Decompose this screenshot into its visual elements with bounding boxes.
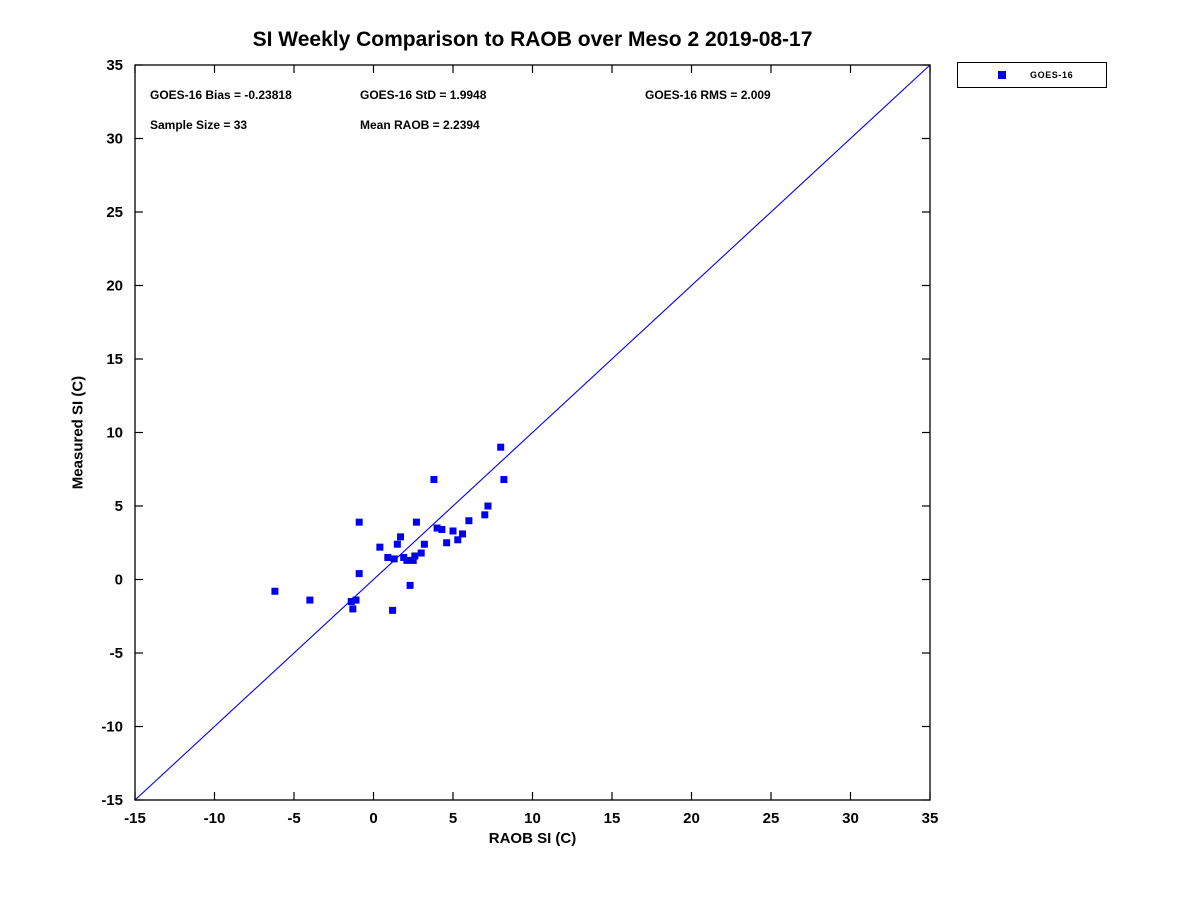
scatter-point [481,511,489,519]
scatter-point [409,556,417,564]
scatter-point [438,526,446,534]
scatter-point [384,553,392,561]
legend: GOES-16 [957,62,1107,88]
y-tick-label: 15 [106,351,123,368]
y-tick-label: 0 [115,572,123,589]
scatter-point [465,517,473,525]
y-tick-label: 10 [106,425,123,442]
x-tick-label: 35 [922,810,939,827]
x-tick-label: 30 [842,810,859,827]
y-axis-label: Measured SI (C) [69,375,87,490]
x-tick-label: 5 [449,810,457,827]
y-tick-label: 20 [106,278,123,295]
scatter-point [412,518,420,526]
scatter-point [449,527,457,535]
y-tick-label: 30 [106,131,123,148]
scatter-point [459,530,467,538]
scatter-point [355,570,363,578]
scatter-point [403,556,411,564]
x-axis-label: RAOB SI (C) [488,830,577,847]
scatter-point [411,552,419,560]
scatter-point [271,587,279,595]
y-tick-label: -15 [101,792,123,809]
scatter-point [355,518,363,526]
y-tick-label: 25 [106,204,123,221]
x-tick-label: 20 [683,810,700,827]
x-tick-label: -5 [287,810,300,827]
scatter-point [390,555,398,563]
scatter-point [430,476,438,484]
stat-std: GOES-16 StD = 1.9948 [360,88,487,102]
stat-mean-raob: Mean RAOB = 2.2394 [360,118,480,132]
y-tick-label: -10 [101,719,123,736]
scatter-point [349,605,357,613]
legend-marker-square-icon [998,71,1006,79]
scatter-point [389,606,397,614]
x-tick-label: 15 [604,810,621,827]
stat-rms: GOES-16 RMS = 2.009 [645,88,771,102]
scatter-point [497,443,505,451]
y-tick-label: -5 [110,645,123,662]
scatter-point [433,524,441,532]
scatter-point [484,502,492,510]
x-tick-label: 10 [524,810,541,827]
scatter-point [420,540,428,548]
legend-label: GOES-16 [1030,70,1074,80]
x-tick-label: -10 [204,810,226,827]
scatter-point [500,476,508,484]
y-tick-label: 35 [106,57,123,74]
reference-line [134,64,931,801]
scatter-point [397,533,405,541]
stat-bias: GOES-16 Bias = -0.23818 [150,88,292,102]
y-tick-label: 5 [115,498,123,515]
scatter-point [454,536,462,544]
scatter-point [376,543,384,551]
scatter-point [406,581,414,589]
scatter-point [347,598,355,606]
chart-title: SI Weekly Comparison to RAOB over Meso 2… [252,28,813,51]
x-tick-label: 25 [763,810,780,827]
scatter-point [417,549,425,557]
stat-sample-size: Sample Size = 33 [150,118,248,132]
scatter-point [443,539,451,547]
scatter-point [306,596,314,604]
scatter-point [352,596,360,604]
x-tick-label: -15 [124,810,146,827]
scatter-point [393,540,401,548]
x-tick-label: 0 [369,810,377,827]
